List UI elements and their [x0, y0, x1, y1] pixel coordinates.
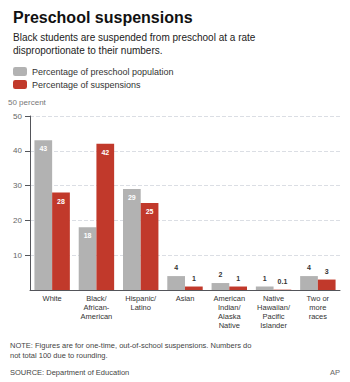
svg-text:Hawaiian/: Hawaiian/ [257, 303, 291, 312]
svg-text:1: 1 [263, 275, 267, 282]
svg-text:Latino: Latino [130, 303, 150, 312]
svg-text:30: 30 [13, 181, 22, 190]
svg-text:0.1: 0.1 [278, 278, 288, 285]
svg-text:American: American [81, 312, 113, 321]
svg-text:African-: African- [84, 303, 110, 312]
svg-text:Asian: Asian [176, 294, 195, 303]
svg-text:25: 25 [146, 208, 154, 215]
svg-text:disproportionate to their numb: disproportionate to their numbers. [13, 45, 163, 56]
svg-text:20: 20 [13, 216, 22, 225]
svg-text:American: American [213, 294, 245, 303]
svg-text:2: 2 [218, 271, 222, 278]
svg-text:NOTE: Figures are for one-time: NOTE: Figures are for one-time, out-of-s… [10, 341, 251, 350]
svg-text:4: 4 [307, 264, 311, 271]
svg-text:3: 3 [325, 268, 329, 275]
svg-text:Native: Native [263, 294, 284, 303]
svg-text:Percentage of preschool popula: Percentage of preschool population [32, 67, 174, 77]
svg-text:43: 43 [39, 145, 47, 152]
svg-text:1: 1 [192, 275, 196, 282]
svg-text:42: 42 [101, 149, 109, 156]
svg-text:18: 18 [84, 232, 92, 239]
svg-text:29: 29 [128, 194, 136, 201]
svg-text:Black students are suspended f: Black students are suspended from presch… [13, 32, 256, 43]
svg-text:Alaska: Alaska [218, 312, 241, 321]
svg-text:4: 4 [174, 264, 178, 271]
svg-text:Hispanic/: Hispanic/ [125, 294, 157, 303]
svg-text:10: 10 [13, 251, 22, 260]
svg-text:40: 40 [13, 146, 22, 155]
svg-text:Islander: Islander [260, 321, 287, 330]
svg-text:Indian/: Indian/ [218, 303, 241, 312]
svg-text:1: 1 [236, 275, 240, 282]
svg-text:White: White [43, 294, 62, 303]
svg-text:50: 50 [13, 112, 22, 121]
svg-text:not total 100 due to rounding.: not total 100 due to rounding. [10, 351, 108, 360]
svg-text:28: 28 [57, 198, 65, 205]
svg-text:Percentage of suspensions: Percentage of suspensions [32, 80, 141, 90]
svg-text:50 percent: 50 percent [8, 98, 47, 107]
svg-text:Preschool suspensions: Preschool suspensions [13, 9, 193, 26]
svg-text:Native: Native [219, 321, 240, 330]
svg-text:more: more [309, 303, 326, 312]
svg-text:AP: AP [330, 368, 340, 377]
svg-text:Black/: Black/ [86, 294, 107, 303]
svg-text:races: races [309, 312, 328, 321]
svg-text:SOURCE: Department of Educatio: SOURCE: Department of Education [10, 368, 129, 377]
svg-text:Pacific: Pacific [263, 312, 285, 321]
svg-text:Two or: Two or [307, 294, 330, 303]
